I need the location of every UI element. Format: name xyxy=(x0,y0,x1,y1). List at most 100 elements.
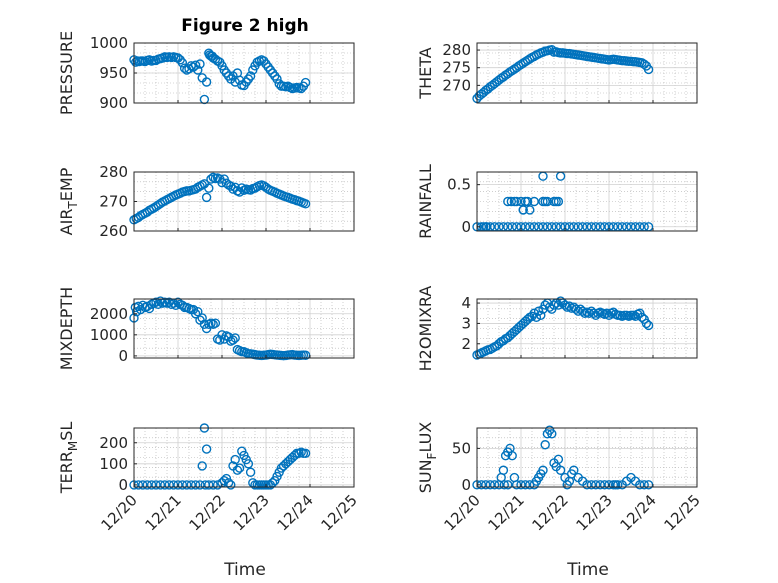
y-axis-label-part: EMP xyxy=(57,167,76,201)
minor-grid xyxy=(477,43,697,103)
data-point xyxy=(516,480,526,490)
data-point xyxy=(584,308,594,318)
data-point xyxy=(571,304,581,314)
data-point xyxy=(481,480,491,490)
y-tick-label: 50 xyxy=(452,439,471,457)
data-point xyxy=(131,57,141,67)
data-point xyxy=(186,480,196,490)
data-series xyxy=(129,48,311,105)
data-point xyxy=(503,196,513,207)
data-point xyxy=(538,465,548,475)
data-point xyxy=(272,74,282,84)
y-tick-label: 280 xyxy=(99,163,128,181)
data-point xyxy=(151,297,161,307)
data-point xyxy=(138,480,148,490)
data-series xyxy=(129,296,311,361)
data-point xyxy=(151,480,161,490)
y-tick-label: 0.5 xyxy=(447,176,471,194)
data-point xyxy=(190,480,201,490)
data-point xyxy=(232,465,243,475)
data-point xyxy=(643,64,654,75)
data-point xyxy=(641,318,652,329)
data-point xyxy=(503,480,513,490)
major-grid xyxy=(134,299,354,358)
data-point xyxy=(586,480,597,490)
data-point xyxy=(210,318,221,328)
data-point xyxy=(573,306,583,316)
y-tick-label: 2000 xyxy=(90,305,128,323)
data-point xyxy=(237,183,247,193)
y-tick-label: 3 xyxy=(461,314,471,332)
x-axis-label-left: Time xyxy=(223,560,266,580)
y-axis-label-part: TERR xyxy=(57,451,76,494)
data-point xyxy=(518,205,528,215)
data-point xyxy=(215,335,225,345)
y-tick-label: 1000 xyxy=(90,326,128,344)
minor-grid xyxy=(134,428,354,487)
data-point xyxy=(536,310,546,320)
data-series xyxy=(472,296,654,360)
data-point xyxy=(643,320,654,331)
data-point xyxy=(639,480,649,490)
data-point xyxy=(219,475,229,486)
y-axis-label: AIRTEMP xyxy=(57,167,80,235)
data-series xyxy=(129,423,311,490)
data-point xyxy=(542,196,553,207)
figure-title: Figure 2 high xyxy=(181,16,309,36)
data-point xyxy=(516,196,526,207)
data-point xyxy=(245,71,256,81)
axes-box xyxy=(476,298,698,359)
data-series xyxy=(472,425,654,490)
data-point xyxy=(208,480,218,490)
data-series xyxy=(129,172,311,225)
data-point xyxy=(588,308,599,318)
data-point xyxy=(160,480,170,490)
y-axis-label-subscript: F xyxy=(425,452,439,459)
y-tick-label: 100 xyxy=(99,455,128,473)
data-point xyxy=(547,429,557,439)
data-point xyxy=(602,308,612,318)
y-axis-label-part: AIR xyxy=(57,209,76,236)
data-point xyxy=(204,480,214,490)
axes-box xyxy=(476,171,698,232)
y-tick-label: 270 xyxy=(442,76,471,94)
y-axis-label: PRESSURE xyxy=(57,31,76,115)
data-point xyxy=(228,335,238,345)
data-point xyxy=(544,302,555,312)
minor-grid xyxy=(477,428,697,487)
data-point xyxy=(296,83,306,94)
data-point xyxy=(193,65,203,75)
data-point xyxy=(142,480,152,490)
subplot-5: 0 1000 2000 MIXDEPTH xyxy=(57,287,355,370)
y-axis-label: H2OMIXRA xyxy=(416,286,435,372)
data-point xyxy=(506,196,517,207)
y-axis-label-part: SUN xyxy=(416,459,435,493)
data-point xyxy=(577,306,588,316)
y-axis-label: SUNFLUX xyxy=(416,422,439,494)
data-point xyxy=(164,480,174,490)
y-tick-label: 0 xyxy=(118,347,128,365)
data-point xyxy=(540,440,550,450)
y-axis-label: TERRMSL xyxy=(57,422,80,495)
y-tick-label: 280 xyxy=(442,41,471,59)
axes-box xyxy=(133,427,355,488)
y-axis-label-subscript: T xyxy=(66,201,80,210)
x-axis-label-right: Time xyxy=(566,560,609,580)
data-point xyxy=(637,312,647,323)
data-point xyxy=(540,300,550,310)
data-point xyxy=(155,480,166,490)
data-point xyxy=(613,480,623,490)
data-point xyxy=(498,465,509,475)
data-point xyxy=(555,465,566,475)
y-tick-label: 0 xyxy=(118,476,128,494)
data-point xyxy=(499,480,509,490)
data-point xyxy=(193,306,203,317)
data-point xyxy=(549,300,559,310)
data-point xyxy=(177,58,188,68)
y-axis-label: RAINFALL xyxy=(416,164,435,239)
data-point xyxy=(507,450,517,461)
data-point xyxy=(190,309,201,319)
y-tick-label: 200 xyxy=(99,434,128,452)
data-point xyxy=(569,465,579,475)
y-tick-label: 950 xyxy=(99,64,128,82)
